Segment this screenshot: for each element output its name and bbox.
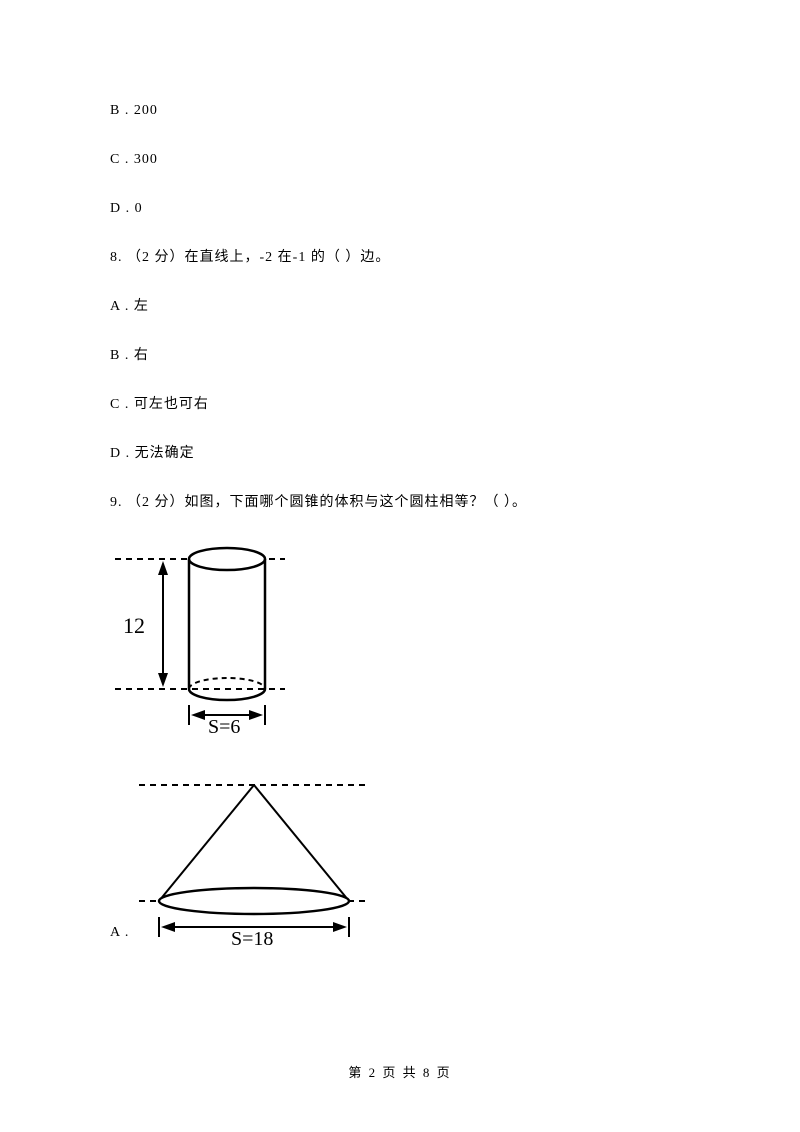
option-c: C . 300 [110,149,690,170]
q9-option-a-prefix: A . [110,922,129,943]
cylinder-base-label: S=6 [208,716,240,736]
q8-option-d: D . 无法确定 [110,443,690,464]
cone-base-label: S=18 [231,928,273,948]
option-b: B . 200 [110,100,690,121]
cylinder-figure: 12 S=6 [115,541,690,743]
q8-option-a: A . 左 [110,296,690,317]
page-footer: 第 2 页 共 8 页 [0,1063,800,1083]
q8-option-b: B . 右 [110,345,690,366]
cone-figure: S=18 [139,773,369,948]
q8-option-c: C . 可左也可右 [110,394,690,415]
question-8: 8. （2 分）在直线上，-2 在-1 的（ ）边。 [110,247,690,268]
cone-option-row: A . S=18 [110,773,690,948]
question-9: 9. （2 分）如图，下面哪个圆锥的体积与这个圆柱相等？（ ）。 [110,492,690,513]
cylinder-height-label: 12 [123,613,145,638]
option-d: D . 0 [110,198,690,219]
